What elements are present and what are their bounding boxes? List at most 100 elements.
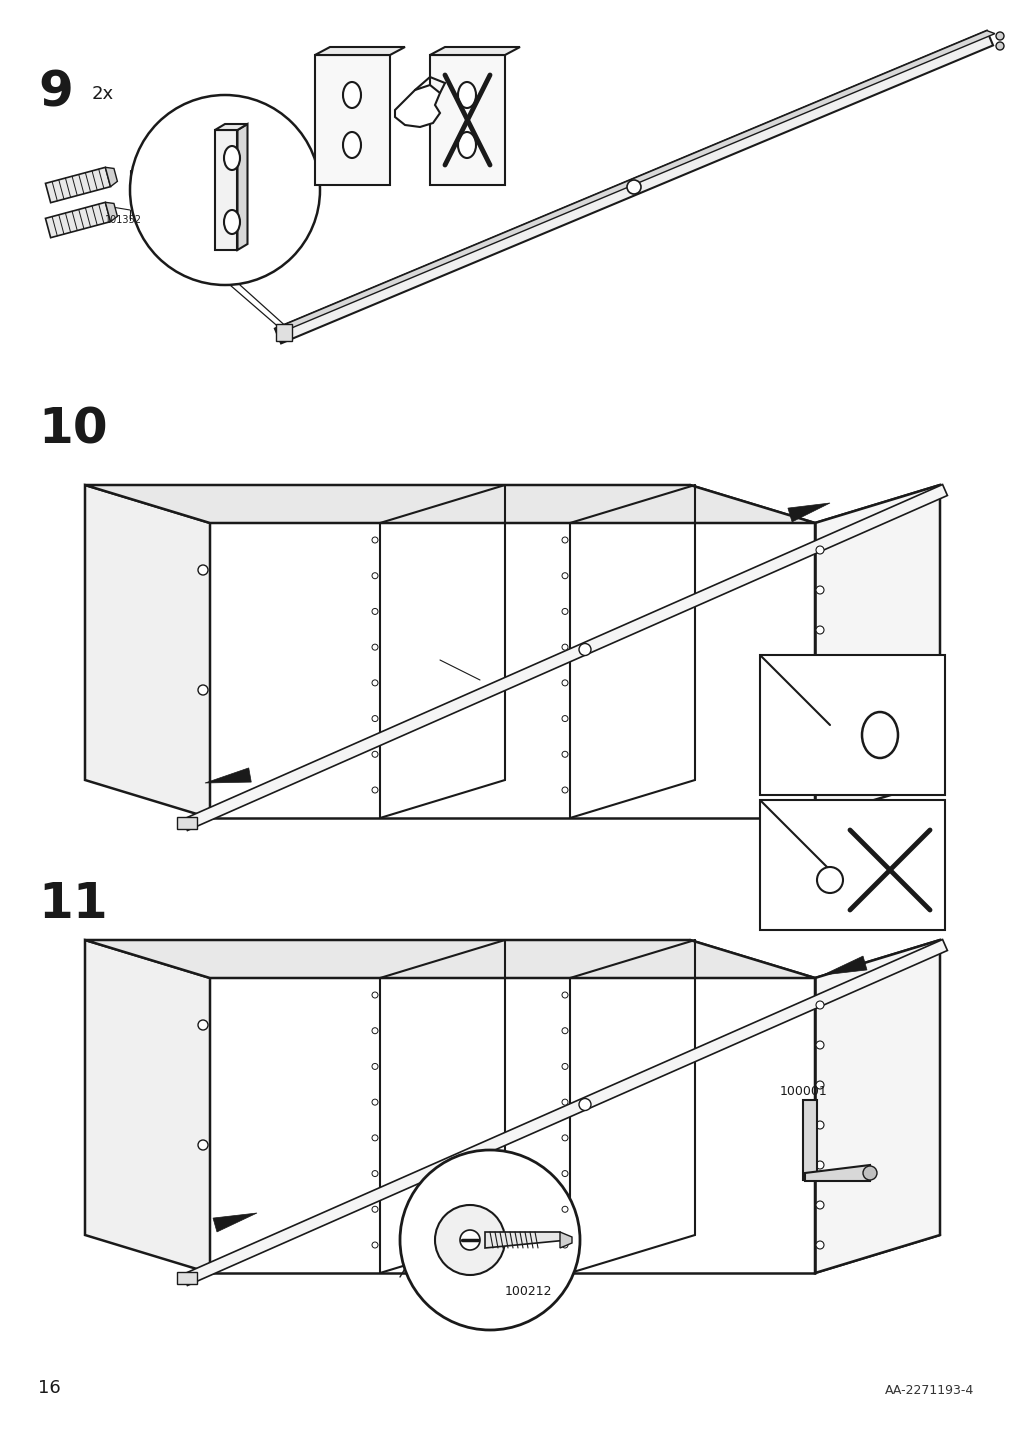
Circle shape	[372, 1064, 378, 1070]
Circle shape	[815, 1121, 823, 1128]
Polygon shape	[759, 800, 944, 929]
Circle shape	[372, 1242, 378, 1249]
Circle shape	[815, 546, 823, 554]
Polygon shape	[177, 1272, 197, 1285]
Polygon shape	[430, 47, 520, 54]
Text: AA-2271193-4: AA-2271193-4	[884, 1383, 973, 1398]
Circle shape	[815, 786, 823, 793]
Circle shape	[198, 1140, 208, 1150]
Circle shape	[815, 1242, 823, 1249]
Text: 16: 16	[38, 1379, 61, 1398]
Circle shape	[561, 1206, 567, 1213]
Circle shape	[561, 788, 567, 793]
Polygon shape	[85, 939, 210, 1273]
Circle shape	[372, 1170, 378, 1177]
Text: 11: 11	[38, 881, 107, 928]
Circle shape	[578, 1098, 590, 1110]
Circle shape	[815, 1161, 823, 1169]
Ellipse shape	[343, 132, 361, 158]
Polygon shape	[85, 485, 814, 523]
Circle shape	[578, 643, 590, 656]
Circle shape	[561, 609, 567, 614]
Polygon shape	[214, 130, 238, 251]
Polygon shape	[85, 939, 814, 978]
Circle shape	[561, 1242, 567, 1249]
Circle shape	[129, 95, 319, 285]
Circle shape	[561, 1170, 567, 1177]
Polygon shape	[182, 484, 946, 831]
Polygon shape	[105, 168, 117, 186]
Polygon shape	[45, 202, 110, 238]
Circle shape	[815, 1001, 823, 1010]
Circle shape	[561, 1028, 567, 1034]
Circle shape	[372, 1028, 378, 1034]
Circle shape	[372, 1100, 378, 1106]
Polygon shape	[802, 1100, 816, 1180]
Circle shape	[815, 1041, 823, 1050]
Circle shape	[627, 180, 640, 193]
Polygon shape	[105, 202, 117, 222]
Circle shape	[561, 992, 567, 998]
Polygon shape	[484, 1232, 567, 1249]
Polygon shape	[822, 957, 866, 975]
Circle shape	[372, 573, 378, 579]
Circle shape	[815, 706, 823, 715]
Ellipse shape	[458, 132, 475, 158]
Ellipse shape	[343, 82, 361, 107]
Ellipse shape	[223, 146, 240, 170]
Text: 9: 9	[38, 67, 73, 116]
Circle shape	[561, 752, 567, 758]
Polygon shape	[238, 125, 248, 251]
Polygon shape	[45, 168, 110, 203]
Polygon shape	[394, 84, 440, 127]
Circle shape	[561, 1134, 567, 1141]
Circle shape	[372, 788, 378, 793]
Circle shape	[372, 1134, 378, 1141]
Circle shape	[561, 680, 567, 686]
Polygon shape	[212, 1213, 257, 1232]
Circle shape	[198, 566, 208, 576]
Circle shape	[561, 1064, 567, 1070]
Circle shape	[561, 1100, 567, 1106]
Circle shape	[435, 1204, 504, 1274]
Polygon shape	[214, 125, 248, 130]
Ellipse shape	[861, 712, 897, 758]
Polygon shape	[814, 485, 939, 818]
Circle shape	[198, 1020, 208, 1030]
Polygon shape	[430, 54, 504, 185]
Circle shape	[815, 1201, 823, 1209]
Polygon shape	[182, 939, 946, 1286]
Circle shape	[372, 609, 378, 614]
Polygon shape	[314, 54, 389, 185]
Circle shape	[372, 644, 378, 650]
Polygon shape	[788, 503, 829, 521]
Text: 100212: 100212	[504, 1285, 552, 1297]
Circle shape	[815, 1081, 823, 1088]
Polygon shape	[314, 47, 404, 54]
Text: 100001: 100001	[779, 1085, 827, 1098]
Circle shape	[399, 1150, 579, 1330]
Circle shape	[815, 586, 823, 594]
Circle shape	[815, 626, 823, 634]
Polygon shape	[275, 30, 992, 344]
Circle shape	[372, 992, 378, 998]
Circle shape	[815, 666, 823, 674]
Circle shape	[561, 644, 567, 650]
Ellipse shape	[816, 866, 842, 894]
Circle shape	[372, 752, 378, 758]
Circle shape	[862, 1166, 877, 1180]
Circle shape	[372, 680, 378, 686]
Text: 101352: 101352	[105, 215, 142, 225]
Polygon shape	[759, 654, 944, 795]
Polygon shape	[804, 1166, 869, 1181]
Circle shape	[995, 32, 1003, 40]
Circle shape	[372, 716, 378, 722]
Circle shape	[561, 716, 567, 722]
Circle shape	[372, 1206, 378, 1213]
Text: 10: 10	[38, 405, 107, 453]
Text: 2x: 2x	[92, 84, 114, 103]
Polygon shape	[276, 324, 292, 341]
Polygon shape	[177, 818, 197, 829]
Polygon shape	[275, 30, 994, 332]
Circle shape	[561, 537, 567, 543]
